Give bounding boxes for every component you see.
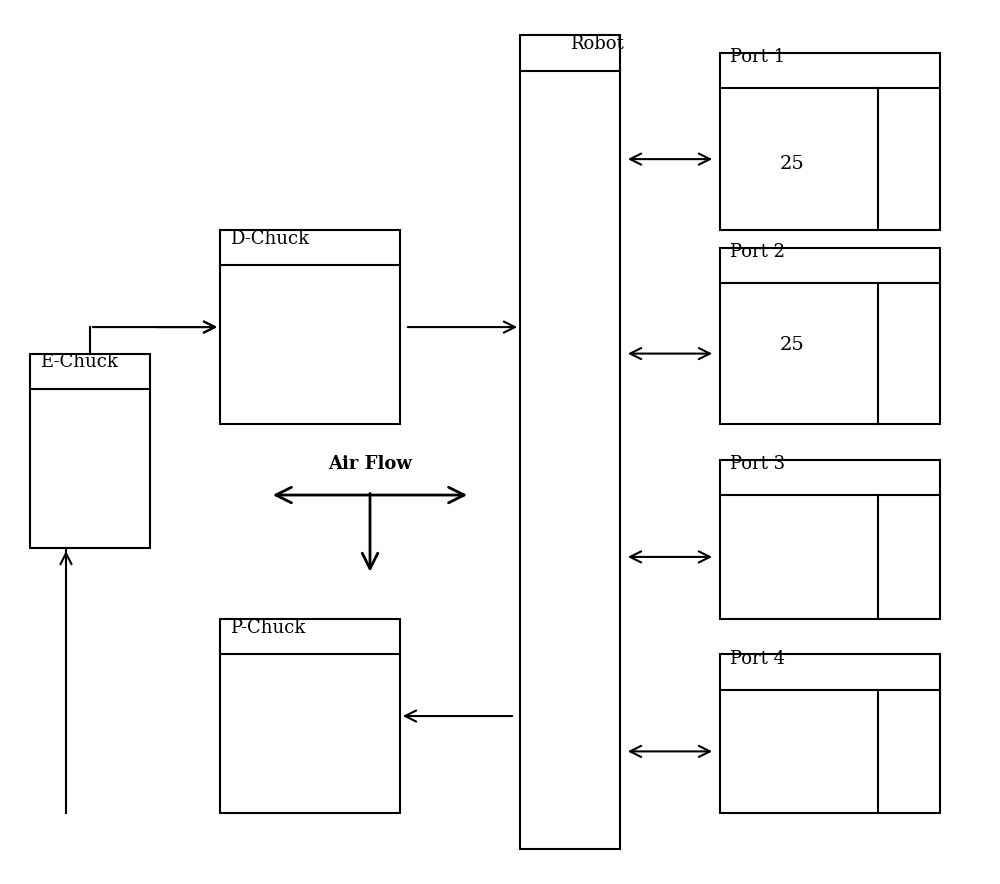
Bar [30,354,150,548]
Text: 25: 25 [780,155,805,172]
Text: Port 3: Port 3 [730,455,785,473]
Text: P-Chuck: P-Chuck [230,619,305,636]
Text: Air Flow: Air Flow [328,455,412,473]
Bar [720,248,940,424]
Bar [720,460,940,619]
Text: Port 1: Port 1 [730,49,785,66]
Text: 25: 25 [780,336,805,354]
Text: D-Chuck: D-Chuck [230,230,309,248]
Bar [520,35,620,849]
Bar [220,230,400,424]
Bar [720,53,940,230]
Bar [220,619,400,813]
Text: Port 4: Port 4 [730,650,785,667]
Bar [720,654,940,813]
Text: Port 2: Port 2 [730,243,785,261]
Text: E-Chuck: E-Chuck [40,354,118,371]
Text: Robot: Robot [570,35,624,53]
